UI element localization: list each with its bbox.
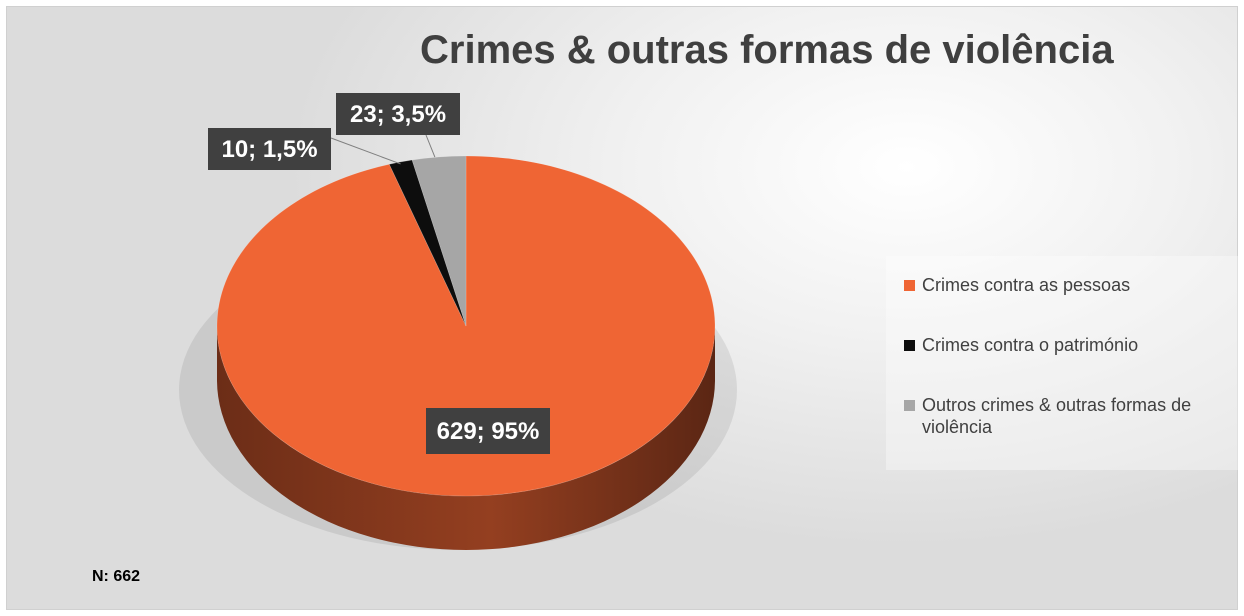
legend-swatch xyxy=(904,280,915,291)
leader-line xyxy=(425,134,436,158)
pie-slice-2 xyxy=(388,159,467,327)
legend-label: Crimes contra o património xyxy=(922,335,1139,355)
legend-item-outros-crimes: Outros crimes & outras formas de violênc… xyxy=(904,394,1234,438)
pie-slice-3 xyxy=(411,155,467,327)
data-label: 23; 3,5% xyxy=(350,101,446,128)
pie-side-1 xyxy=(217,326,715,550)
sample-size-note: N: 662 xyxy=(92,568,141,585)
legend-label: Crimes contra as pessoas xyxy=(922,275,1131,295)
data-label: 10; 1,5% xyxy=(221,136,317,163)
legend-label: Outros crimes & outras formas de violênc… xyxy=(922,395,1192,437)
legend-item-crimes-pessoas: Crimes contra as pessoas xyxy=(904,274,1130,296)
legend: Crimes contra as pessoas Crimes contra o… xyxy=(886,256,1242,470)
legend-item-crimes-patrimonio: Crimes contra o património xyxy=(904,334,1138,356)
data-label-box xyxy=(208,128,331,170)
legend-swatch xyxy=(904,340,915,351)
data-label: 629; 95% xyxy=(437,418,540,445)
data-label-box xyxy=(426,408,550,454)
legend-swatch xyxy=(904,400,915,411)
leader-line xyxy=(330,137,401,165)
chart-title: Crimes & outras formas de violência xyxy=(420,28,1114,72)
data-label-box xyxy=(336,93,460,135)
pie-slice-1 xyxy=(216,155,716,497)
